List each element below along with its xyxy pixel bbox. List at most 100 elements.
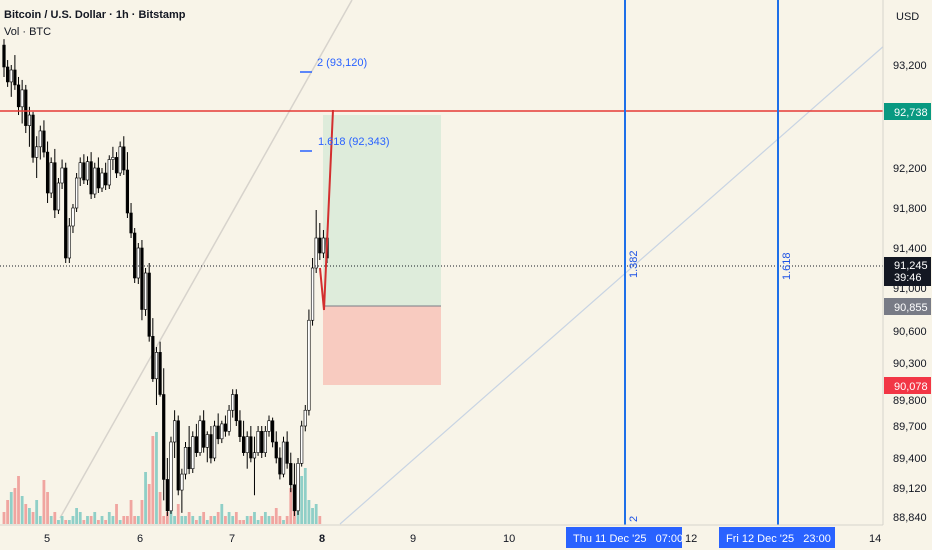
candle-body — [198, 420, 202, 453]
volume-bar — [165, 512, 169, 524]
trend-line-lower[interactable] — [339, 44, 886, 525]
candle-body — [191, 436, 195, 470]
candle-body — [133, 232, 137, 279]
vertical-line-1382-bottom-label: 2 — [628, 516, 640, 522]
volume-bar — [57, 520, 60, 524]
candle-body — [100, 172, 104, 189]
candle-body — [260, 431, 264, 453]
volume-bar — [256, 520, 260, 524]
candle-body — [38, 130, 42, 148]
candle-body — [231, 394, 235, 411]
chart-title[interactable]: Bitcoin / U.S. Dollar · 1h · Bitstamp — [4, 9, 186, 21]
candle-body — [307, 319, 311, 411]
volume-bar — [238, 520, 242, 524]
candle-body — [162, 394, 166, 480]
price-tick-partial: 89,800 — [893, 395, 927, 407]
time-axis[interactable]: 5 6 7 8 9 10 12 14 Thu 11 Dec '25 07:00 Fri 12 … — [0, 524, 883, 550]
candle-body — [151, 336, 155, 380]
volume-bar — [194, 520, 198, 524]
candle-body — [42, 130, 46, 153]
volume-bar — [96, 520, 100, 524]
candle-body — [209, 434, 213, 459]
candle-body — [136, 247, 140, 279]
candle-body — [122, 146, 126, 171]
fib-level-1618-label: 1.618 (92,343) — [318, 136, 390, 148]
candle-body — [321, 237, 326, 254]
volume-bar — [184, 516, 187, 524]
volume-bar — [231, 516, 235, 524]
volume-bar — [107, 512, 111, 524]
candle-body — [223, 423, 228, 432]
price-tag-current — [884, 257, 931, 286]
price-tag-mid-label: 90,855 — [894, 302, 928, 314]
time-tick: 6 — [137, 533, 143, 545]
price-tag-top-label: 92,738 — [894, 107, 928, 119]
candle-body — [78, 162, 82, 179]
volume-bar — [147, 484, 151, 524]
time-highlight-2 — [719, 527, 835, 548]
candle-body — [2, 44, 6, 68]
volume-bar — [86, 516, 89, 524]
volume-bar — [53, 512, 57, 524]
volume-bar — [227, 512, 231, 524]
volume-bar — [155, 432, 158, 524]
volume-bar — [158, 492, 162, 524]
time-tick: 14 — [869, 533, 881, 545]
volume-bar — [104, 520, 108, 524]
volume-bar — [49, 516, 53, 524]
candle-body — [24, 89, 28, 126]
candle-body — [289, 463, 293, 486]
volume-bar — [260, 516, 264, 524]
target-zone[interactable] — [323, 115, 441, 306]
stop-zone[interactable] — [323, 306, 441, 385]
candle-body — [67, 225, 71, 259]
time-tick: 5 — [44, 533, 50, 545]
volume-bar — [213, 516, 216, 524]
volume-bar — [140, 500, 144, 524]
price-tick: 89,120 — [893, 483, 927, 495]
volume-indicator-label[interactable]: Vol · BTC — [4, 26, 52, 38]
volume-bar — [129, 500, 133, 524]
price-tick: 91,400 — [893, 243, 927, 255]
volume-bar — [67, 520, 71, 524]
candle-body — [56, 182, 61, 211]
volume-bar — [202, 512, 206, 524]
candle-body — [60, 167, 64, 184]
candle-body — [274, 441, 278, 459]
volume-bar — [64, 520, 68, 524]
candle-body — [216, 425, 220, 440]
price-tick: 91,800 — [893, 203, 927, 215]
candle-body — [180, 473, 184, 491]
volume-bar — [122, 516, 126, 524]
trend-line-upper[interactable] — [59, 0, 353, 519]
currency-label[interactable]: USD — [896, 11, 919, 23]
candle-body — [249, 436, 253, 459]
volume-bar — [224, 516, 227, 524]
time-tick: 12 — [685, 533, 697, 545]
price-tick: 92,200 — [893, 163, 927, 175]
projection-path[interactable] — [319, 109, 334, 311]
price-axis[interactable]: USD 93,20092,20091,80091,40091,00090,600… — [882, 0, 932, 525]
candle-body — [129, 212, 133, 234]
candle-body — [13, 69, 17, 86]
candle-body — [205, 434, 209, 448]
volume-bar — [303, 468, 307, 524]
volume-bar — [2, 512, 6, 524]
volume-bar — [111, 516, 115, 524]
price-tick: 90,300 — [893, 358, 927, 370]
volume-bar — [78, 512, 82, 524]
candle-body — [6, 66, 10, 83]
volume-bar — [35, 500, 39, 524]
candle-body — [143, 272, 148, 310]
volume-bar — [205, 520, 209, 524]
price-tick: 90,600 — [893, 326, 927, 338]
price-tick: 89,700 — [893, 421, 927, 433]
candle-body — [75, 177, 79, 209]
candle-body — [125, 169, 130, 214]
time-tick: 10 — [503, 533, 515, 545]
candle-body — [31, 114, 35, 158]
candle-body — [154, 352, 159, 380]
candle-body — [241, 436, 246, 453]
volume-bar — [31, 512, 35, 524]
